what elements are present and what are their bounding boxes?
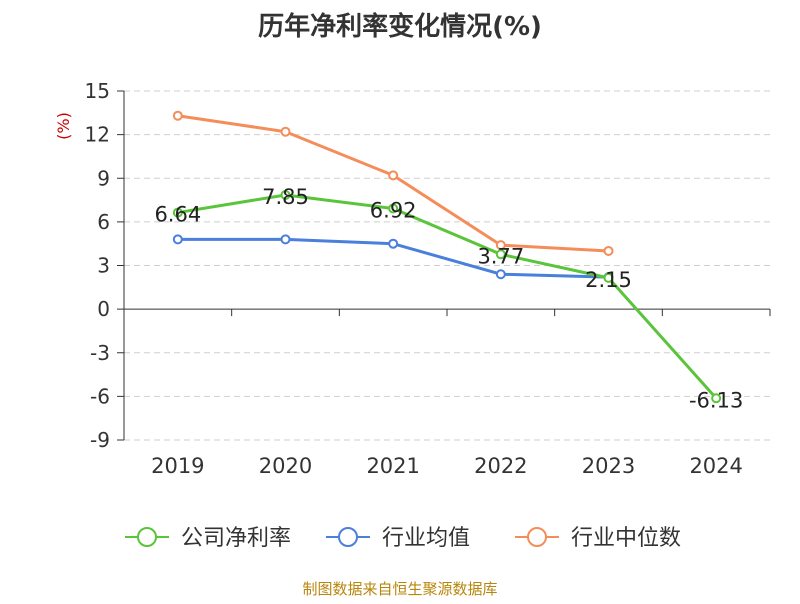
legend-label: 行业中位数 [571, 526, 681, 551]
y-tick-label: 6 [97, 210, 110, 234]
legend-marker [338, 527, 358, 547]
data-label: 7.85 [262, 185, 309, 209]
x-tick-label: 2022 [474, 454, 527, 478]
data-point [280, 234, 291, 245]
data-label: 2.15 [585, 268, 632, 292]
data-label: 6.64 [154, 203, 201, 227]
data-point [495, 249, 506, 260]
y-tick-label: -6 [90, 384, 110, 408]
y-tick-label: 0 [97, 297, 110, 321]
data-point [388, 203, 399, 214]
x-tick-label: 2021 [366, 454, 419, 478]
data-point [172, 207, 183, 218]
data-point [280, 189, 291, 200]
data-point [280, 126, 291, 137]
series-line [177, 114, 609, 253]
legend-label: 公司净利率 [181, 526, 291, 551]
data-point [711, 393, 722, 404]
data-point [603, 272, 614, 283]
x-tick-label: 2020 [259, 454, 312, 478]
data-label: -6.13 [689, 388, 743, 412]
series-line [177, 193, 718, 400]
data-point [172, 110, 183, 121]
chart-title: 历年净利率变化情况(%) [258, 12, 542, 42]
data-point [172, 234, 183, 245]
data-point [495, 269, 506, 280]
y-axis-label: (%) [54, 112, 73, 140]
x-tick-label: 2019 [151, 454, 204, 478]
y-tick-label: 3 [97, 254, 110, 278]
y-tick-label: 9 [97, 166, 110, 190]
data-point [388, 238, 399, 249]
y-tick-label: 15 [85, 79, 110, 103]
data-point [495, 240, 506, 251]
y-tick-label: 12 [85, 123, 110, 147]
y-tick-label: -9 [90, 428, 110, 452]
y-tick-label: -3 [90, 341, 110, 365]
data-point [388, 170, 399, 181]
data-label: 3.77 [477, 244, 524, 268]
x-tick-label: 2023 [582, 454, 635, 478]
data-point [603, 245, 614, 256]
legend-marker [527, 527, 547, 547]
source-footer: 制图数据来自恒生聚源数据库 [302, 580, 498, 598]
legend-label: 行业均值 [382, 526, 470, 551]
data-label: 6.92 [370, 198, 417, 222]
legend-marker [137, 527, 157, 547]
x-tick-label: 2024 [689, 454, 742, 478]
